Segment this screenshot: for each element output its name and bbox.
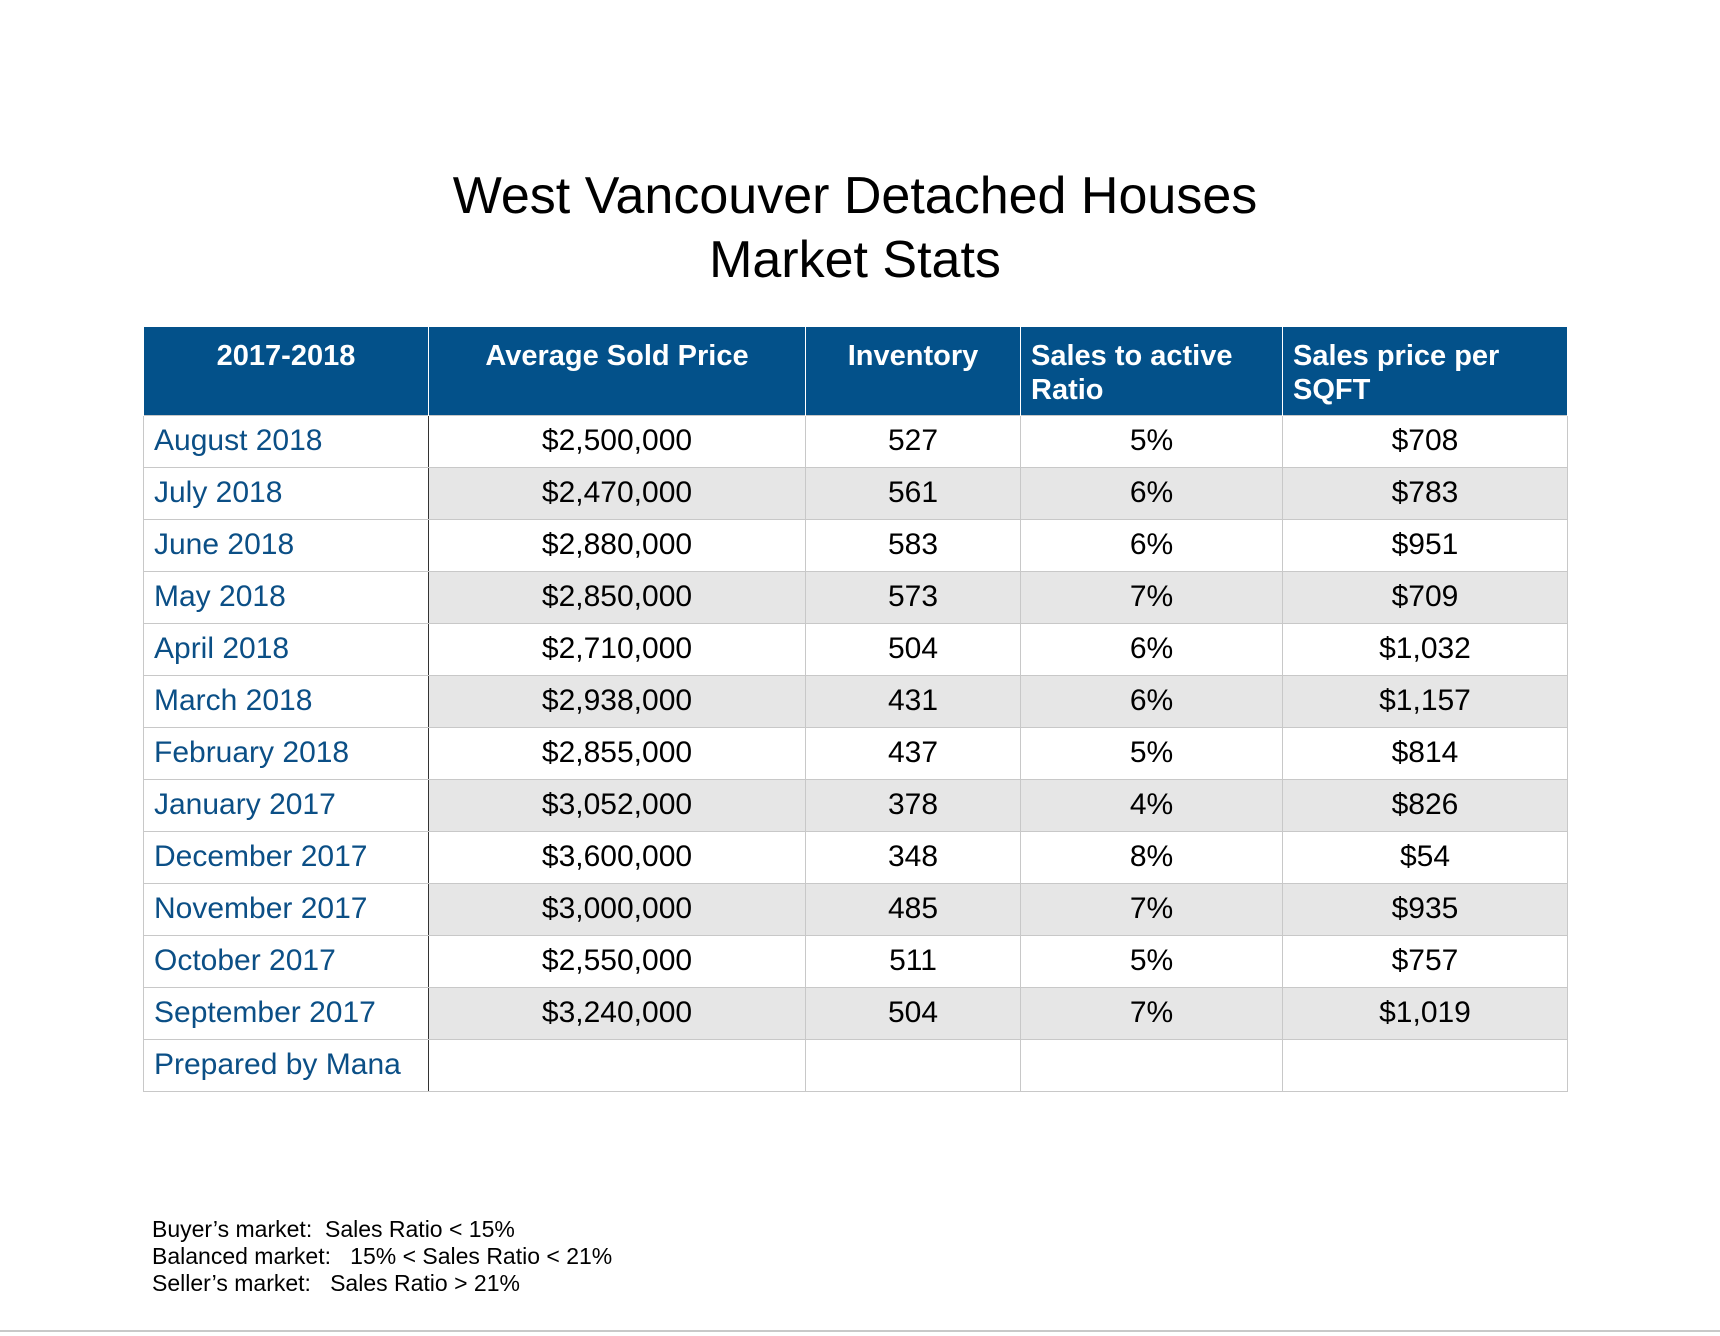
row-price-per-sqft: $54 [1282, 830, 1568, 884]
row-inventory: 583 [805, 518, 1021, 572]
row-inventory: 437 [805, 726, 1021, 780]
table-row: June 2018 $2,880,000 583 6% $951 [143, 518, 1568, 572]
row-sales-ratio: 5% [1020, 934, 1283, 988]
row-sales-ratio: 5% [1020, 726, 1283, 780]
row-inventory: 431 [805, 674, 1021, 728]
row-period: February 2018 [143, 726, 429, 780]
table-row: May 2018 $2,850,000 573 7% $709 [143, 570, 1568, 624]
table-row: January 2017 $3,052,000 378 4% $826 [143, 778, 1568, 832]
row-sales-ratio: 6% [1020, 674, 1283, 728]
row-price-per-sqft: $757 [1282, 934, 1568, 988]
row-period: August 2018 [143, 414, 429, 468]
row-inventory: 561 [805, 466, 1021, 520]
row-period: October 2017 [143, 934, 429, 988]
row-average-sold-price: $3,052,000 [428, 778, 806, 832]
table-row: August 2018 $2,500,000 527 5% $708 [143, 414, 1568, 468]
legend-balanced-market: Balanced market: 15% < Sales Ratio < 21% [152, 1243, 613, 1269]
table-row-footer: Prepared by Mana [143, 1038, 1568, 1092]
row-sales-ratio: 7% [1020, 882, 1283, 936]
row-inventory: 485 [805, 882, 1021, 936]
table-row: July 2018 $2,470,000 561 6% $783 [143, 466, 1568, 520]
row-inventory: 378 [805, 778, 1021, 832]
row-inventory: 573 [805, 570, 1021, 624]
row-inventory: 504 [805, 622, 1021, 676]
row-average-sold-price: $3,240,000 [428, 986, 806, 1040]
table-row: October 2017 $2,550,000 511 5% $757 [143, 934, 1568, 988]
row-period: November 2017 [143, 882, 429, 936]
row-average-sold-price: $2,855,000 [428, 726, 806, 780]
row-inventory: 527 [805, 414, 1021, 468]
row-average-sold-price: $2,880,000 [428, 518, 806, 572]
row-sales-ratio [1020, 1038, 1283, 1092]
row-average-sold-price: $3,600,000 [428, 830, 806, 884]
table-row: November 2017 $3,000,000 485 7% $935 [143, 882, 1568, 936]
row-period: September 2017 [143, 986, 429, 1040]
market-legend: Buyer’s market: Sales Ratio < 15% Balanc… [152, 1216, 612, 1297]
table-row: April 2018 $2,710,000 504 6% $1,032 [143, 622, 1568, 676]
legend-sellers-market: Seller’s market: Sales Ratio > 21% [152, 1270, 520, 1296]
row-period: May 2018 [143, 570, 429, 624]
row-price-per-sqft: $1,019 [1282, 986, 1568, 1040]
row-sales-ratio: 7% [1020, 570, 1283, 624]
row-average-sold-price: $2,710,000 [428, 622, 806, 676]
row-average-sold-price: $2,550,000 [428, 934, 806, 988]
row-average-sold-price: $3,000,000 [428, 882, 806, 936]
header-average-sold-price: Average Sold Price [428, 327, 806, 415]
row-price-per-sqft: $783 [1282, 466, 1568, 520]
row-sales-ratio: 6% [1020, 622, 1283, 676]
row-sales-ratio: 8% [1020, 830, 1283, 884]
row-sales-ratio: 6% [1020, 518, 1283, 572]
row-price-per-sqft [1282, 1038, 1568, 1092]
row-price-per-sqft: $814 [1282, 726, 1568, 780]
row-average-sold-price: $2,938,000 [428, 674, 806, 728]
row-period: April 2018 [143, 622, 429, 676]
row-sales-ratio: 5% [1020, 414, 1283, 468]
table-row: September 2017 $3,240,000 504 7% $1,019 [143, 986, 1568, 1040]
header-sales-to-active-ratio: Sales to active Ratio [1020, 327, 1283, 415]
row-price-per-sqft: $1,032 [1282, 622, 1568, 676]
page-bottom-divider [0, 1330, 1720, 1332]
row-price-per-sqft: $935 [1282, 882, 1568, 936]
market-stats-table: 2017-2018 Average Sold Price Inventory S… [143, 327, 1568, 1092]
table-header-row: 2017-2018 Average Sold Price Inventory S… [143, 327, 1568, 415]
row-period: July 2018 [143, 466, 429, 520]
row-price-per-sqft: $709 [1282, 570, 1568, 624]
header-sales-price-per-sqft: Sales price per SQFT [1282, 327, 1568, 415]
header-inventory: Inventory [805, 327, 1021, 415]
row-sales-ratio: 7% [1020, 986, 1283, 1040]
row-period: January 2017 [143, 778, 429, 832]
table-row: December 2017 $3,600,000 348 8% $54 [143, 830, 1568, 884]
page-title: West Vancouver Detached Houses Market St… [0, 164, 1710, 292]
row-average-sold-price: $2,470,000 [428, 466, 806, 520]
row-sales-ratio: 6% [1020, 466, 1283, 520]
title-line-1: West Vancouver Detached Houses [452, 167, 1258, 225]
prepared-by-label: Prepared by Mana [143, 1038, 429, 1092]
row-average-sold-price [428, 1038, 806, 1092]
header-period: 2017-2018 [143, 327, 429, 415]
row-price-per-sqft: $1,157 [1282, 674, 1568, 728]
row-inventory: 348 [805, 830, 1021, 884]
row-price-per-sqft: $951 [1282, 518, 1568, 572]
row-price-per-sqft: $826 [1282, 778, 1568, 832]
row-sales-ratio: 4% [1020, 778, 1283, 832]
row-period: June 2018 [143, 518, 429, 572]
row-period: March 2018 [143, 674, 429, 728]
title-line-2: Market Stats [709, 231, 1001, 289]
row-price-per-sqft: $708 [1282, 414, 1568, 468]
row-inventory: 504 [805, 986, 1021, 1040]
row-inventory: 511 [805, 934, 1021, 988]
row-average-sold-price: $2,850,000 [428, 570, 806, 624]
table-row: March 2018 $2,938,000 431 6% $1,157 [143, 674, 1568, 728]
legend-buyers-market: Buyer’s market: Sales Ratio < 15% [152, 1216, 515, 1242]
row-period: December 2017 [143, 830, 429, 884]
row-average-sold-price: $2,500,000 [428, 414, 806, 468]
row-inventory [805, 1038, 1021, 1092]
table-row: February 2018 $2,855,000 437 5% $814 [143, 726, 1568, 780]
